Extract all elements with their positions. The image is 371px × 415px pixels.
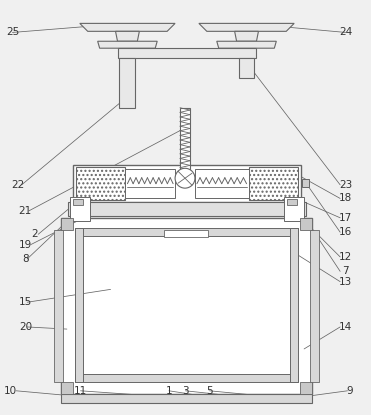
Polygon shape: [217, 41, 276, 48]
Polygon shape: [199, 23, 294, 31]
Text: 17: 17: [339, 213, 352, 223]
Text: 12: 12: [339, 252, 352, 262]
Text: 14: 14: [339, 322, 352, 332]
Polygon shape: [80, 23, 175, 31]
Bar: [164, 230, 208, 237]
Bar: [75, 228, 298, 236]
Bar: [290, 228, 298, 382]
Bar: [302, 179, 309, 187]
Bar: [54, 230, 63, 382]
Bar: [300, 382, 312, 393]
Text: 21: 21: [19, 206, 32, 216]
Bar: [68, 202, 306, 216]
Text: 20: 20: [19, 322, 32, 332]
Text: 19: 19: [19, 239, 32, 249]
Bar: [75, 374, 298, 382]
Polygon shape: [115, 31, 139, 41]
Text: 24: 24: [339, 27, 352, 37]
Bar: [61, 218, 73, 230]
Polygon shape: [76, 167, 125, 200]
Bar: [180, 108, 190, 172]
Bar: [125, 169, 175, 198]
Bar: [61, 382, 73, 393]
Text: 7: 7: [342, 266, 349, 276]
Bar: [61, 218, 312, 393]
Bar: [73, 165, 301, 202]
Bar: [70, 197, 90, 221]
Text: 18: 18: [339, 193, 352, 203]
Bar: [310, 230, 319, 382]
Text: 5: 5: [206, 386, 213, 396]
Bar: [287, 199, 297, 205]
Text: 16: 16: [339, 227, 352, 237]
Text: 25: 25: [6, 27, 19, 37]
Text: 13: 13: [339, 277, 352, 287]
Bar: [195, 169, 249, 198]
Bar: [284, 197, 304, 221]
Text: 15: 15: [19, 297, 32, 307]
Polygon shape: [249, 167, 298, 200]
Text: 11: 11: [74, 386, 87, 396]
Text: 23: 23: [339, 180, 352, 190]
Text: 3: 3: [182, 386, 189, 396]
Text: 10: 10: [4, 386, 17, 396]
Polygon shape: [98, 41, 157, 48]
Text: 22: 22: [12, 180, 24, 190]
Text: 2: 2: [31, 229, 38, 239]
Polygon shape: [234, 31, 259, 41]
Bar: [119, 58, 135, 108]
Text: 8: 8: [22, 254, 29, 264]
Text: 1: 1: [165, 386, 172, 396]
Bar: [75, 228, 83, 382]
Text: 9: 9: [346, 386, 353, 396]
Circle shape: [175, 168, 195, 188]
Bar: [118, 48, 256, 58]
Bar: [73, 199, 83, 205]
Bar: [61, 393, 312, 403]
Bar: [239, 58, 255, 78]
Bar: [300, 218, 312, 230]
